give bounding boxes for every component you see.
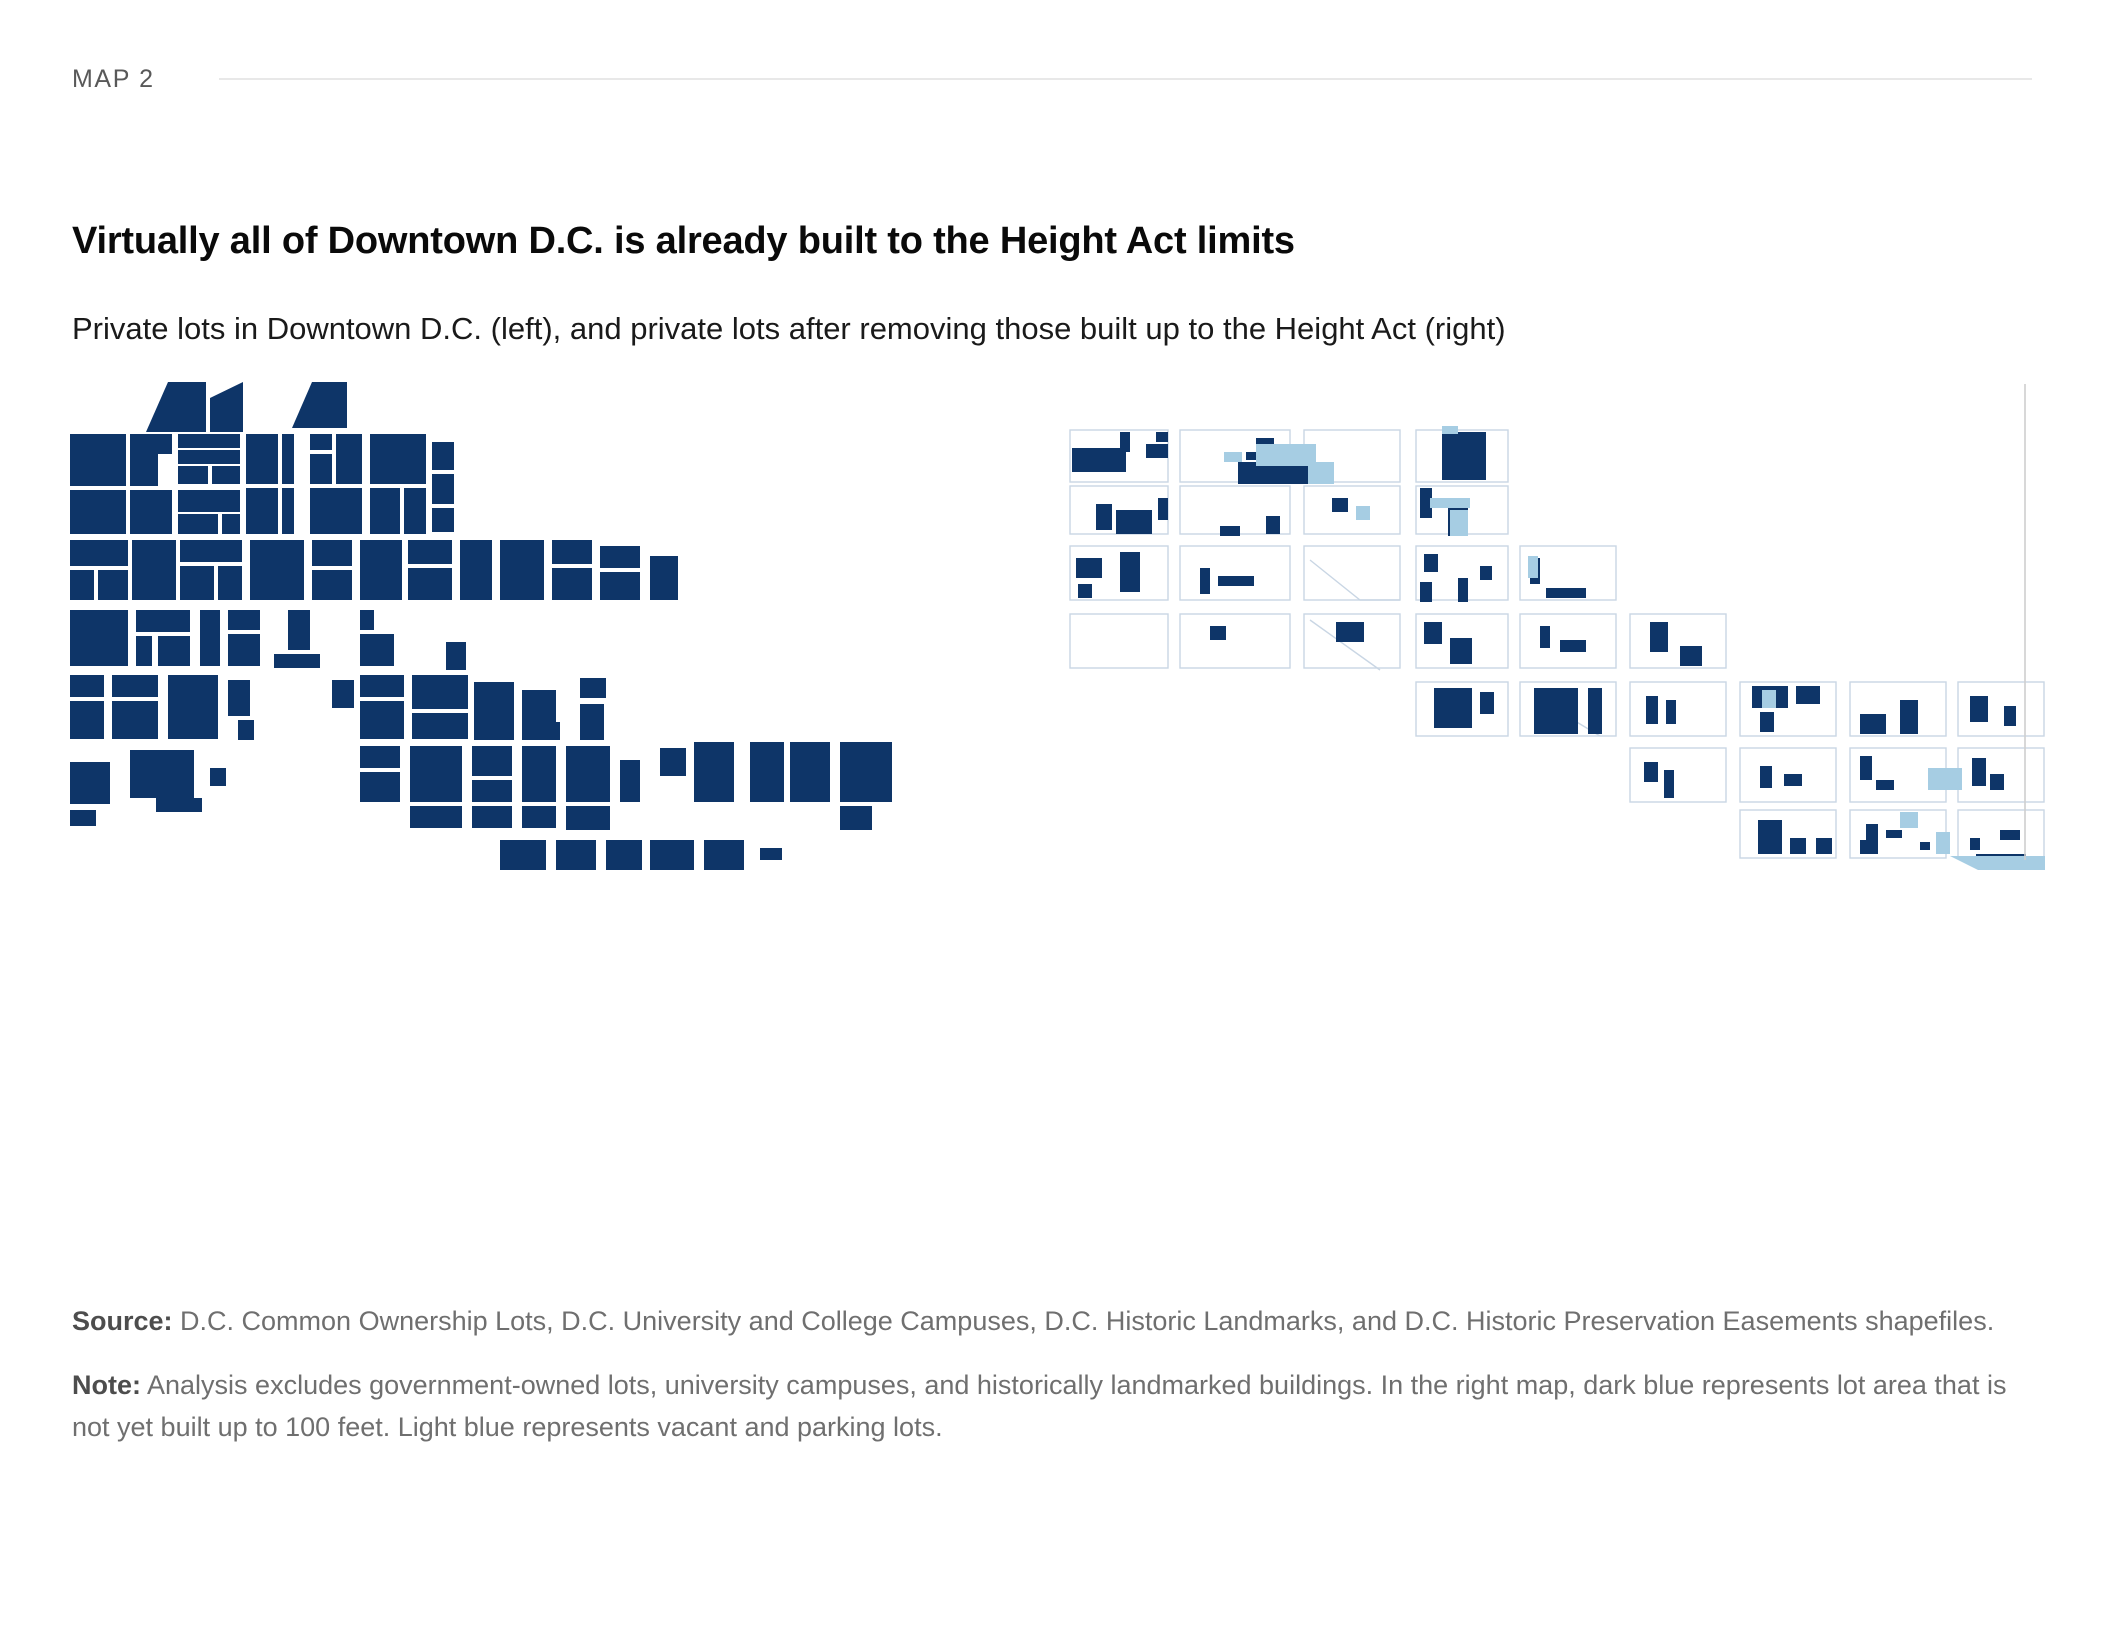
right-map-dark-fills bbox=[1072, 432, 2026, 862]
page-title: Virtually all of Downtown D.C. is alread… bbox=[72, 220, 1295, 263]
analysis-note: Note: Analysis excludes government-owned… bbox=[72, 1364, 2032, 1448]
source-label: Source: bbox=[72, 1306, 173, 1336]
note-text: Analysis excludes government-owned lots,… bbox=[72, 1370, 2007, 1442]
right-map-light-fills bbox=[1224, 426, 2045, 870]
right-map-outlines bbox=[1069, 429, 2045, 859]
source-text: D.C. Common Ownership Lots, D.C. Univers… bbox=[172, 1306, 1995, 1336]
eyebrow: MAP 2 bbox=[72, 62, 2032, 96]
page-subtitle: Private lots in Downtown D.C. (left), an… bbox=[72, 311, 1506, 346]
eyebrow-divider bbox=[218, 78, 2032, 80]
source-note: Source: D.C. Common Ownership Lots, D.C.… bbox=[72, 1300, 2032, 1342]
footnotes: Source: D.C. Common Ownership Lots, D.C.… bbox=[72, 1300, 2032, 1448]
left-map-lots bbox=[70, 382, 892, 870]
note-label: Note: bbox=[72, 1370, 141, 1400]
map-number-label: MAP 2 bbox=[72, 64, 155, 93]
map-svg bbox=[70, 382, 2045, 870]
map-graphic bbox=[60, 370, 2045, 870]
